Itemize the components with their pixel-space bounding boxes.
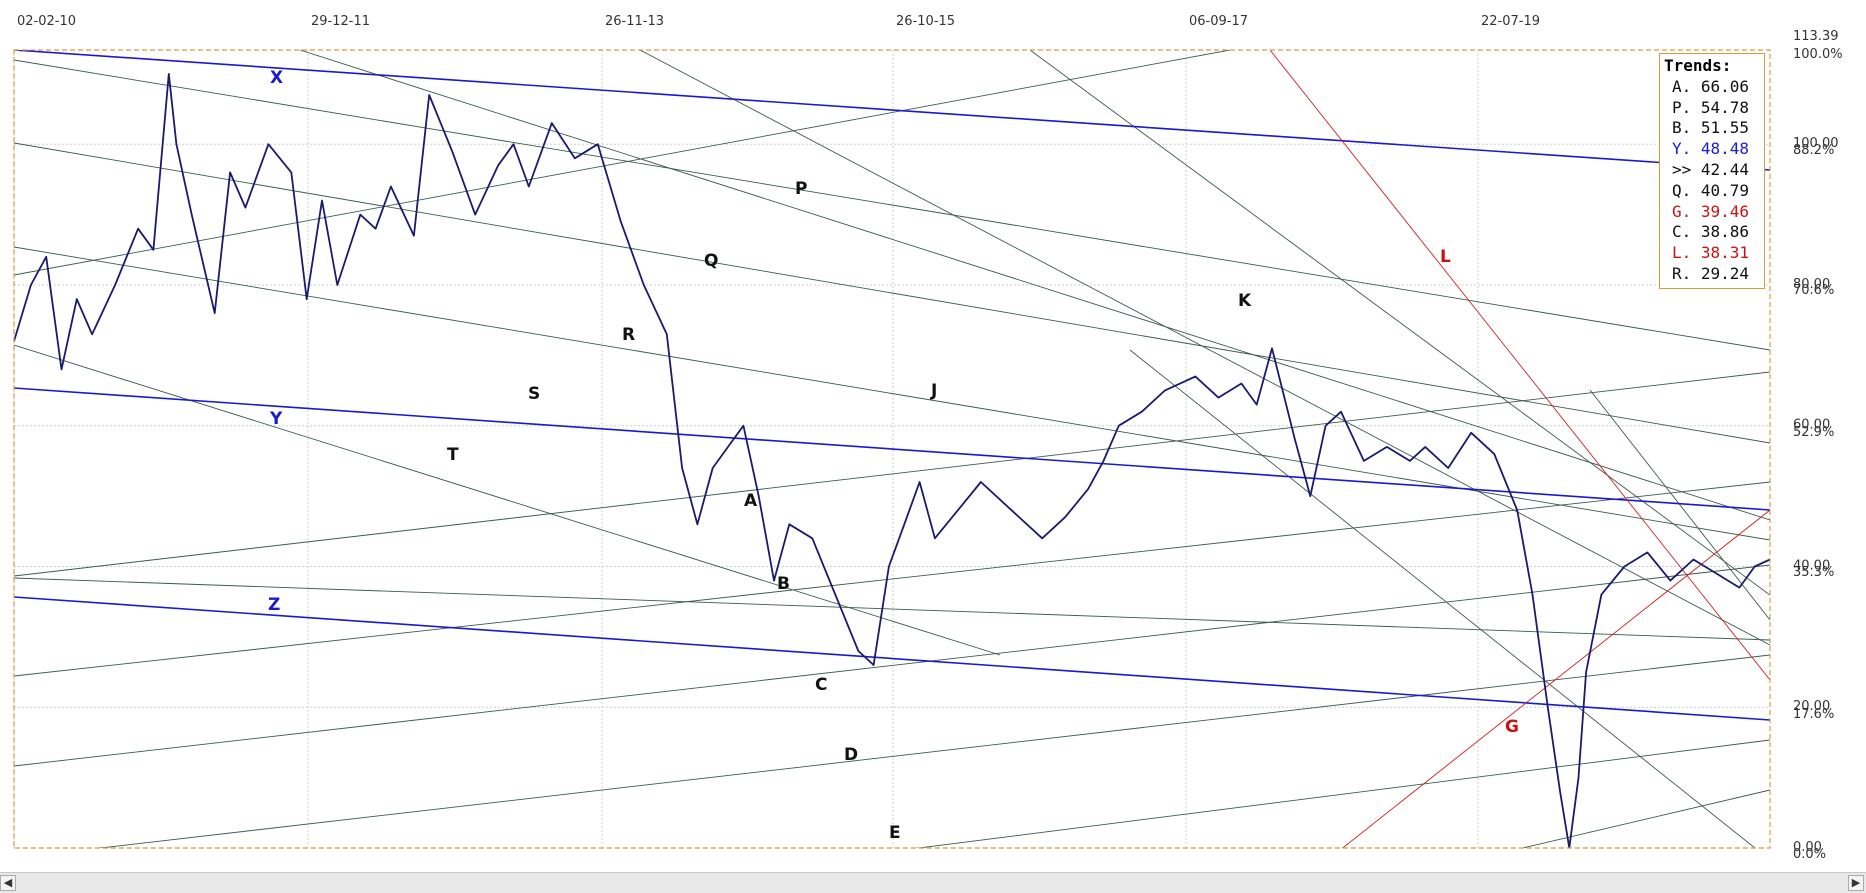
- trend-label-e: E: [889, 823, 901, 843]
- trend-line-green: [1029, 50, 1770, 596]
- price-series: [14, 73, 1770, 848]
- price-line: [14, 73, 1770, 848]
- legend-row: A. 66.06: [1672, 76, 1750, 96]
- y-tick-label: 20.00: [1793, 699, 1830, 714]
- trend-label-z: Z: [268, 595, 280, 615]
- legend-row: C. 38.86: [1672, 222, 1750, 242]
- trend-line-red: [1269, 50, 1770, 681]
- trend-line-green: [14, 50, 1231, 276]
- trend-line-green: [639, 50, 1770, 646]
- trend-line-green: [14, 371, 1770, 577]
- y-pct-label: 35.3%: [1793, 565, 1834, 580]
- y-tick-label: 113.39: [1793, 29, 1839, 44]
- trend-line-green: [14, 564, 1770, 767]
- trend-labels: X Y Z P Q R S T A B C D E J K L G: [268, 68, 1519, 843]
- legend-row: P. 54.78: [1672, 97, 1750, 117]
- legend-row: B. 51.55: [1672, 118, 1750, 138]
- legend-row: G. 39.46: [1672, 201, 1750, 221]
- trend-line-green: [14, 246, 1770, 541]
- trend-lines: [14, 50, 1770, 848]
- legend-row: R. 29.24: [1672, 263, 1750, 283]
- trends-legend: Trends: A. 66.06 P. 54.78 B. 51.55 Y. 48…: [1659, 53, 1765, 289]
- trend-label-g: G: [1505, 717, 1519, 737]
- trend-label-r: R: [622, 325, 635, 345]
- trend-label-d: D: [844, 745, 858, 765]
- horizontal-scrollbar[interactable]: ◀ ▶: [0, 872, 1866, 893]
- trend-line-green: [14, 481, 1770, 677]
- x-axis-ticks: 02-02-10 29-12-11 26-11-13 26-10-15 06-09-17…: [17, 14, 1540, 29]
- y-pct-label: 88.2%: [1793, 143, 1834, 158]
- trend-label-s: S: [528, 384, 540, 404]
- x-tick-label: 22-07-19: [1481, 14, 1540, 29]
- trend-line-green: [96, 654, 1770, 848]
- trend-line-green: [1589, 389, 1770, 621]
- trend-label-p: P: [795, 179, 807, 199]
- trend-label-b: B: [777, 574, 790, 594]
- y-pct-label: 52.9%: [1793, 425, 1834, 440]
- x-tick-label: 26-10-15: [896, 14, 955, 29]
- trend-label-y: Y: [269, 409, 283, 429]
- trend-line-green: [299, 50, 1770, 521]
- trend-line-blue: [14, 596, 1770, 721]
- trend-line-green: [1520, 789, 1770, 848]
- y-tick-label: 100.00: [1793, 136, 1839, 151]
- trend-line-green: [915, 739, 1770, 848]
- x-tick-label: 26-11-13: [605, 14, 664, 29]
- trend-label-x: X: [270, 68, 283, 88]
- y-pct-label: 0.0%: [1793, 847, 1826, 862]
- legend-row: Y. 48.48: [1672, 139, 1750, 159]
- legend-row: >> 42.44: [1672, 159, 1750, 179]
- x-tick-label: 29-12-11: [311, 14, 370, 29]
- legend-row: L. 38.31: [1672, 243, 1750, 263]
- plot-frame: [13, 49, 1771, 849]
- trend-label-c: C: [815, 675, 827, 695]
- trend-line-green: [14, 59, 1770, 351]
- trend-label-j: J: [930, 381, 937, 401]
- trend-line-green: [1129, 349, 1756, 848]
- trend-label-t: T: [447, 445, 459, 465]
- chart-canvas: X Y Z P Q R S T A B C D E J K L G 02-02-10 29-12-11 26-11-…: [13, 14, 1843, 862]
- trend-label-l: L: [1440, 247, 1451, 267]
- trend-label-a: A: [744, 491, 758, 511]
- trend-line-blue: [14, 50, 1770, 171]
- y-tick-label: 40.00: [1793, 558, 1830, 573]
- trend-line-blue: [14, 387, 1770, 511]
- y-pct-label: 70.6%: [1793, 283, 1834, 298]
- scroll-left-arrow-icon[interactable]: ◀: [0, 875, 16, 891]
- trend-label-q: Q: [704, 251, 718, 271]
- y-pct-label: 17.6%: [1793, 707, 1834, 722]
- trend-label-k: K: [1238, 291, 1252, 311]
- legend-title: Trends:: [1664, 56, 1732, 75]
- trend-line-green: [14, 142, 1770, 444]
- x-tick-label: 02-02-10: [17, 14, 76, 29]
- trend-line-green: [14, 344, 1001, 656]
- scroll-right-arrow-icon[interactable]: ▶: [1848, 875, 1864, 891]
- y-tick-label: 0.00: [1793, 840, 1822, 855]
- legend-row: Q. 40.79: [1672, 180, 1750, 200]
- x-tick-label: 06-09-17: [1189, 14, 1248, 29]
- trend-line-green: [14, 577, 1770, 641]
- y-pct-label: 100.0%: [1793, 47, 1843, 62]
- y-tick-label: 80.00: [1793, 277, 1830, 292]
- trend-line-red: [1341, 509, 1770, 848]
- y-tick-label: 60.00: [1793, 418, 1830, 433]
